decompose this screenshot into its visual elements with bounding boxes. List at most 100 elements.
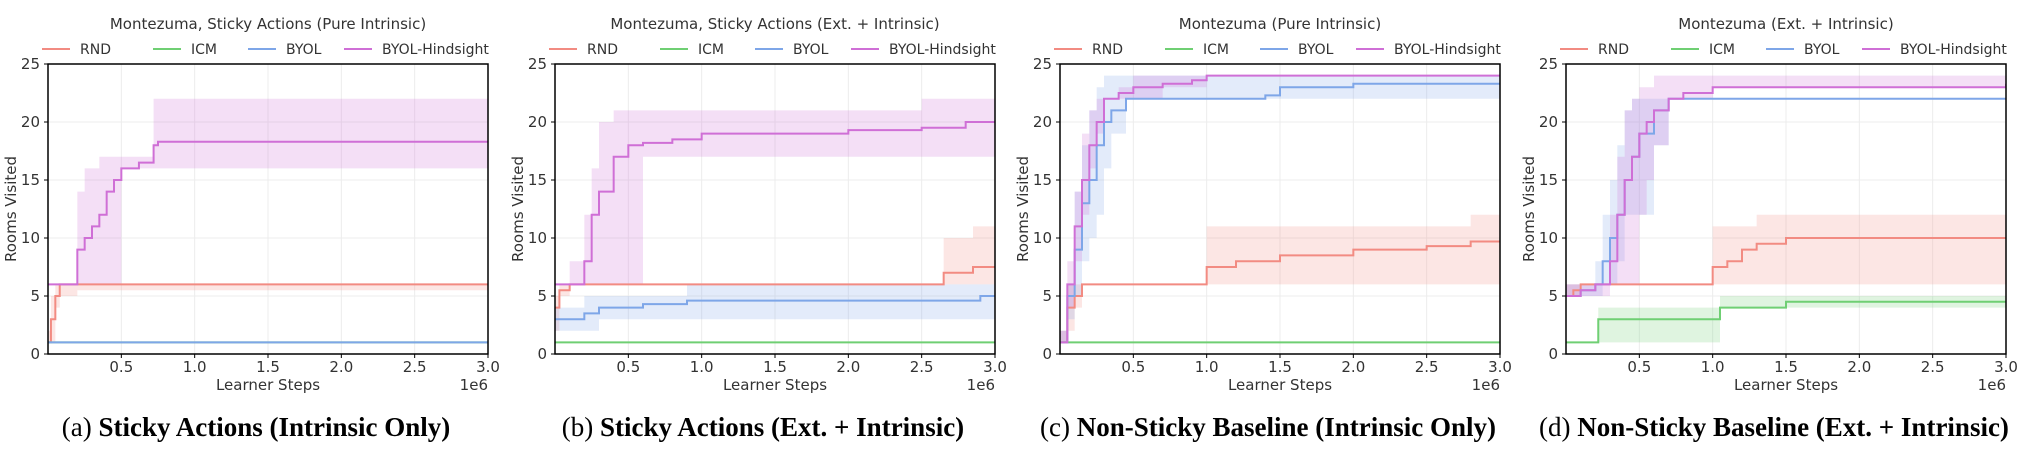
legend-item-byol: BYOL: [248, 42, 322, 58]
chart-title: Montezuma, Sticky Actions (Ext. + Intrin…: [610, 15, 939, 33]
y-tick-label: 5: [537, 287, 547, 305]
legend-item-icm: ICM: [660, 42, 724, 58]
series-line-byol-hindsight: [48, 140, 488, 286]
legend-item-icm: ICM: [1671, 42, 1735, 58]
x-axis-label: Learner Steps: [1228, 376, 1332, 394]
legend-label-byol: BYOL: [1804, 42, 1840, 58]
legend-item-rnd: RND: [42, 42, 111, 58]
x-tick-label: 2.0: [1847, 358, 1871, 376]
legend-label-byol-hindsight: BYOL-Hindsight: [382, 42, 489, 58]
x-axis-label: Learner Steps: [723, 376, 827, 394]
legend-item-byol: BYOL: [1766, 42, 1840, 58]
legend-label-rnd: RND: [1598, 42, 1629, 58]
chart-title: Montezuma (Pure Intrinsic): [1179, 15, 1381, 33]
panel-caption: (c) Non-Sticky Baseline (Intrinsic Only): [1012, 412, 1524, 443]
series-line-rnd: [555, 266, 995, 309]
chart-panel-3: Montezuma (Pure Intrinsic) RND ICM BYOL BYOL…: [1014, 15, 1512, 394]
y-tick-label: 10: [1033, 229, 1052, 247]
x-tick-label: 1.0: [690, 358, 714, 376]
y-tick-label: 15: [528, 171, 547, 189]
x-tick-label: 3.0: [983, 358, 1007, 376]
x-tick-label: 3.0: [476, 358, 500, 376]
legend-item-byol-hindsight: BYOL-Hindsight: [851, 42, 996, 58]
series-line-byol-hindsight: [555, 121, 995, 286]
chart-panel-2: Montezuma, Sticky Actions (Ext. + Intrin…: [509, 15, 1007, 394]
x-axis-scale-label: 1e6: [460, 376, 488, 394]
x-tick-label: 0.5: [616, 358, 640, 376]
x-tick-label: 2.5: [403, 358, 427, 376]
series-line-byol-hindsight: [1060, 74, 1500, 344]
series-line-rnd: [1060, 240, 1500, 344]
y-tick-label: 0: [1042, 345, 1052, 363]
chart-title: Montezuma, Sticky Actions (Pure Intrinsi…: [110, 15, 426, 33]
y-tick-label: 5: [1042, 287, 1052, 305]
x-tick-label: 2.0: [1341, 358, 1365, 376]
plot-area: [1566, 75, 2006, 344]
series-line-icm: [1566, 300, 2006, 344]
legend-item-rnd: RND: [1054, 42, 1123, 58]
legend-label-byol-hindsight: BYOL-Hindsight: [889, 42, 996, 58]
panel-caption: (b) Sticky Actions (Ext. + Intrinsic): [507, 412, 1019, 443]
y-tick-label: 0: [537, 345, 547, 363]
y-axis-label: Rooms Visited: [2, 156, 20, 262]
legend-item-byol-hindsight: BYOL-Hindsight: [1862, 42, 2007, 58]
x-tick-label: 1.0: [1701, 358, 1725, 376]
legend-label-icm: ICM: [698, 42, 724, 58]
series-line-rnd: [1566, 237, 2006, 297]
grid: [1060, 63, 1501, 355]
x-axis-scale-label: 1e6: [1978, 376, 2006, 394]
y-tick-label: 10: [21, 229, 40, 247]
legend-label-byol-hindsight: BYOL-Hindsight: [1900, 42, 2007, 58]
y-tick-label: 20: [1033, 113, 1052, 131]
y-tick-label: 5: [30, 287, 40, 305]
y-tick-label: 5: [1548, 287, 1558, 305]
legend-label-icm: ICM: [191, 42, 217, 58]
series-line-byol-hindsight: [1566, 83, 2006, 297]
x-tick-label: 2.0: [836, 358, 860, 376]
band-rnd: [1566, 214, 2006, 296]
x-tick-label: 1.0: [183, 358, 207, 376]
legend-item-rnd: RND: [1560, 42, 1629, 58]
y-tick-label: 20: [528, 113, 547, 131]
caption-text: Sticky Actions (Intrinsic Only): [98, 412, 451, 442]
legend-item-byol: BYOL: [1260, 42, 1334, 58]
legend-label-rnd: RND: [80, 42, 111, 58]
y-tick-label: 20: [21, 113, 40, 131]
y-tick-label: 25: [21, 55, 40, 73]
x-tick-label: 2.5: [1921, 358, 1945, 376]
band-rnd: [1060, 214, 1500, 343]
y-tick-label: 0: [30, 345, 40, 363]
legend-item-icm: ICM: [1165, 42, 1229, 58]
x-tick-label: 0.5: [1627, 358, 1651, 376]
y-axis-label: Rooms Visited: [509, 156, 527, 262]
chart-title: Montezuma (Ext. + Intrinsic): [1678, 15, 1893, 33]
legend-label-byol: BYOL: [286, 42, 322, 58]
y-tick-label: 25: [528, 55, 547, 73]
legend-label-rnd: RND: [587, 42, 618, 58]
legend-label-byol: BYOL: [793, 42, 829, 58]
plot-area: [1060, 74, 1500, 344]
x-tick-label: 1.0: [1195, 358, 1219, 376]
caption-letter: (b): [561, 412, 594, 442]
legend-item-byol: BYOL: [755, 42, 829, 58]
chart-panel-4: Montezuma (Ext. + Intrinsic) RND ICM BYOL BY…: [1520, 15, 2018, 394]
x-tick-label: 1.5: [1774, 358, 1798, 376]
y-axis-label: Rooms Visited: [1014, 156, 1032, 262]
legend-label-icm: ICM: [1709, 42, 1735, 58]
panel-caption: (a) Sticky Actions (Intrinsic Only): [0, 412, 512, 443]
x-axis-scale-label: 1e6: [1472, 376, 1500, 394]
legend-label-byol: BYOL: [1298, 42, 1334, 58]
y-axis-label: Rooms Visited: [1520, 156, 1538, 262]
legend-label-byol-hindsight: BYOL-Hindsight: [1394, 42, 1501, 58]
x-tick-label: 0.5: [109, 358, 133, 376]
x-tick-label: 2.5: [910, 358, 934, 376]
x-tick-label: 1.5: [763, 358, 787, 376]
band-icm: [1566, 296, 2006, 343]
chart-panel-1: Montezuma, Sticky Actions (Pure Intrinsi…: [2, 15, 500, 394]
y-tick-label: 25: [1033, 55, 1052, 73]
caption-letter: (a): [61, 412, 92, 442]
legend-item-rnd: RND: [549, 42, 618, 58]
plot-area: [48, 98, 488, 344]
y-tick-label: 10: [1539, 229, 1558, 247]
